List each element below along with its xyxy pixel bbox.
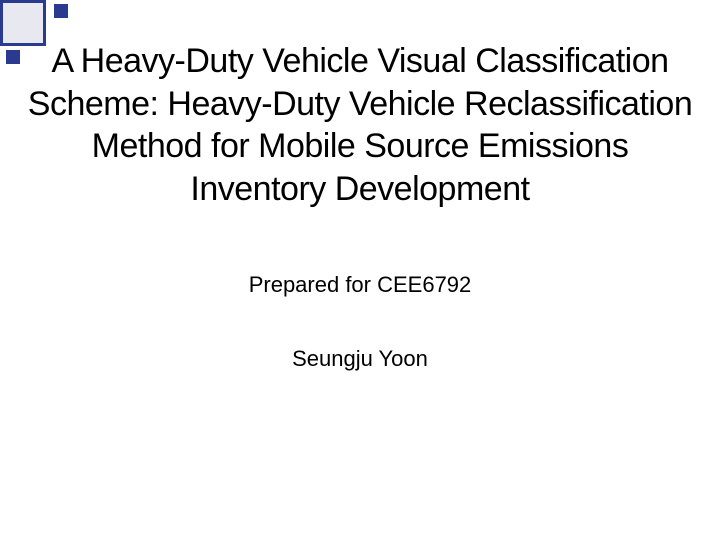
- subtitle-block: Prepared for CEE6792: [20, 270, 700, 301]
- slide-title: A Heavy-Duty Vehicle Visual Classificati…: [20, 40, 700, 210]
- prepared-for-text: Prepared for CEE6792: [20, 270, 700, 301]
- slide-content: A Heavy-Duty Vehicle Visual Classificati…: [20, 40, 700, 372]
- author-name: Seungju Yoon: [20, 346, 700, 372]
- decoration-square-small-top: [54, 4, 68, 18]
- decoration-square-small-bottom: [6, 50, 20, 64]
- author-block: Seungju Yoon: [20, 346, 700, 372]
